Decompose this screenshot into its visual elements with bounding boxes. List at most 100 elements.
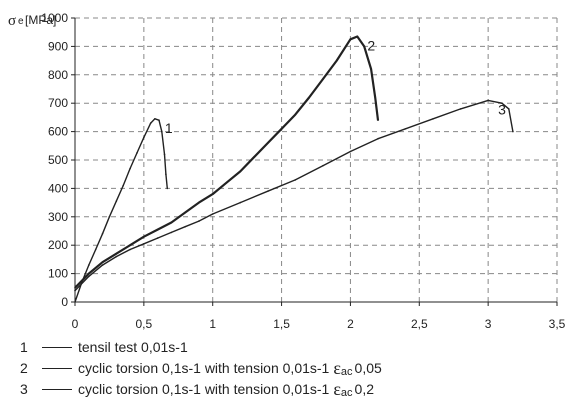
legend-epsilon-sub: ac [340,387,353,399]
y-tick-label: 800 [48,68,68,82]
data-point [129,248,131,251]
data-point [88,264,90,266]
data-point [163,153,166,156]
data-point [149,122,152,124]
y-tick-label: 500 [48,153,68,167]
data-point [459,108,462,110]
y-tick-labels: 0 100 200 300 400 500 600 700 800 900 1000 [41,11,68,309]
data-point [143,235,145,238]
data-point [88,272,90,275]
y-tick-label: 1000 [41,11,68,25]
data-point [225,181,228,184]
data-point [161,130,163,133]
data-point [158,119,160,121]
data-point [101,233,104,235]
axes [71,17,558,306]
legend-epsilon-sub: ac [340,366,353,378]
data-point [170,231,173,234]
data-point [501,102,503,104]
data-point [267,190,269,192]
legend-epsilon-symbol: ε [333,379,341,399]
data-point [512,130,514,133]
data-point [184,225,186,228]
data-point [115,200,118,202]
data-point [74,289,76,292]
legend-text: cyclic torsion 0,1s-1 with tension 0,01s… [78,381,330,397]
data-point [74,301,76,303]
y-axis-unit: [MPa] [25,13,56,27]
legend-epsilon-symbol: ε [333,358,341,378]
data-point [374,96,377,99]
data-point [239,201,242,204]
legend-text: cyclic torsion 0,1s-1 with tension 0,01s… [78,360,330,376]
y-axis-label: σ [8,13,16,29]
series-3-line [74,99,514,292]
curve-label-3: 3 [498,101,506,117]
y-tick-label: 700 [48,96,68,110]
series-2-line [74,35,380,289]
x-tick-label: 1,5 [273,317,290,331]
legend-item-2: 2 cyclic torsion 0,1s-1 with tension 0,0… [20,358,382,379]
data-point [267,142,269,144]
curve-label-2: 2 [367,37,375,53]
data-point [115,252,118,255]
y-tick-label: 300 [48,210,68,224]
data-point [211,193,214,195]
data-point [253,156,255,158]
data-point [198,220,200,222]
data-point [94,248,97,251]
x-tick-label: 0 [72,317,79,331]
legend-epsilon-value: 0,05 [354,360,382,376]
data-point [88,275,90,278]
data-point [377,119,379,121]
data-point [101,264,104,266]
x-tick-label: 3,5 [549,317,566,331]
data-point [136,152,138,154]
y-tick-label: 600 [48,125,68,139]
data-point [432,118,434,120]
data-point [129,244,131,246]
y-tick-label: 100 [48,267,68,281]
stress-strain-chart: 0 100 200 300 400 500 600 700 800 900 1000 0 0,5 1 1,… [8,11,566,331]
data-point [198,201,200,204]
data-point [294,113,297,116]
data-point [170,221,173,224]
x-tick-label: 1 [209,317,216,331]
data-point [322,164,324,167]
legend-line-marker [42,389,72,390]
curve-labels: 1 2 3 [165,37,506,135]
data-point [129,167,131,170]
grid [75,17,558,302]
x-tick-label: 2 [347,317,354,331]
data-point [377,137,379,140]
data-point [166,187,169,190]
y-tick-label: 900 [48,39,68,53]
legend: 1 tensil test 0,01s-1 2 cyclic torsion 0… [20,337,382,400]
legend-item-3: 3 cyclic torsion 0,1s-1 with tension 0,0… [20,379,382,400]
data-point [349,38,352,41]
x-tick-labels: 0 0,5 1 1,5 2 2,5 3 3,5 [72,317,566,331]
x-tick-label: 0,5 [136,317,153,331]
legend-number: 3 [20,381,28,397]
y-axis-label-sub: e [18,16,24,27]
series-group [74,35,514,303]
data-point [74,287,76,289]
data-point [239,170,242,173]
legend-item-1: 1 tensil test 0,01s-1 [20,337,382,358]
data-point [115,255,118,258]
data-point [363,45,366,48]
data-point [211,213,214,215]
y-tick-label: 0 [61,295,68,309]
data-point [294,179,297,181]
data-point [143,243,145,245]
y-tick-label: 200 [48,238,68,252]
data-point [356,35,359,38]
legend-number: 1 [20,339,28,355]
legend-text: tensil test 0,01s-1 [78,339,188,355]
legend-epsilon-value: 0,2 [354,381,374,397]
data-point [156,237,159,239]
x-tick-label: 2,5 [411,317,428,331]
data-point [487,99,489,102]
y-tick-label: 400 [48,181,68,195]
data-point [101,261,104,264]
